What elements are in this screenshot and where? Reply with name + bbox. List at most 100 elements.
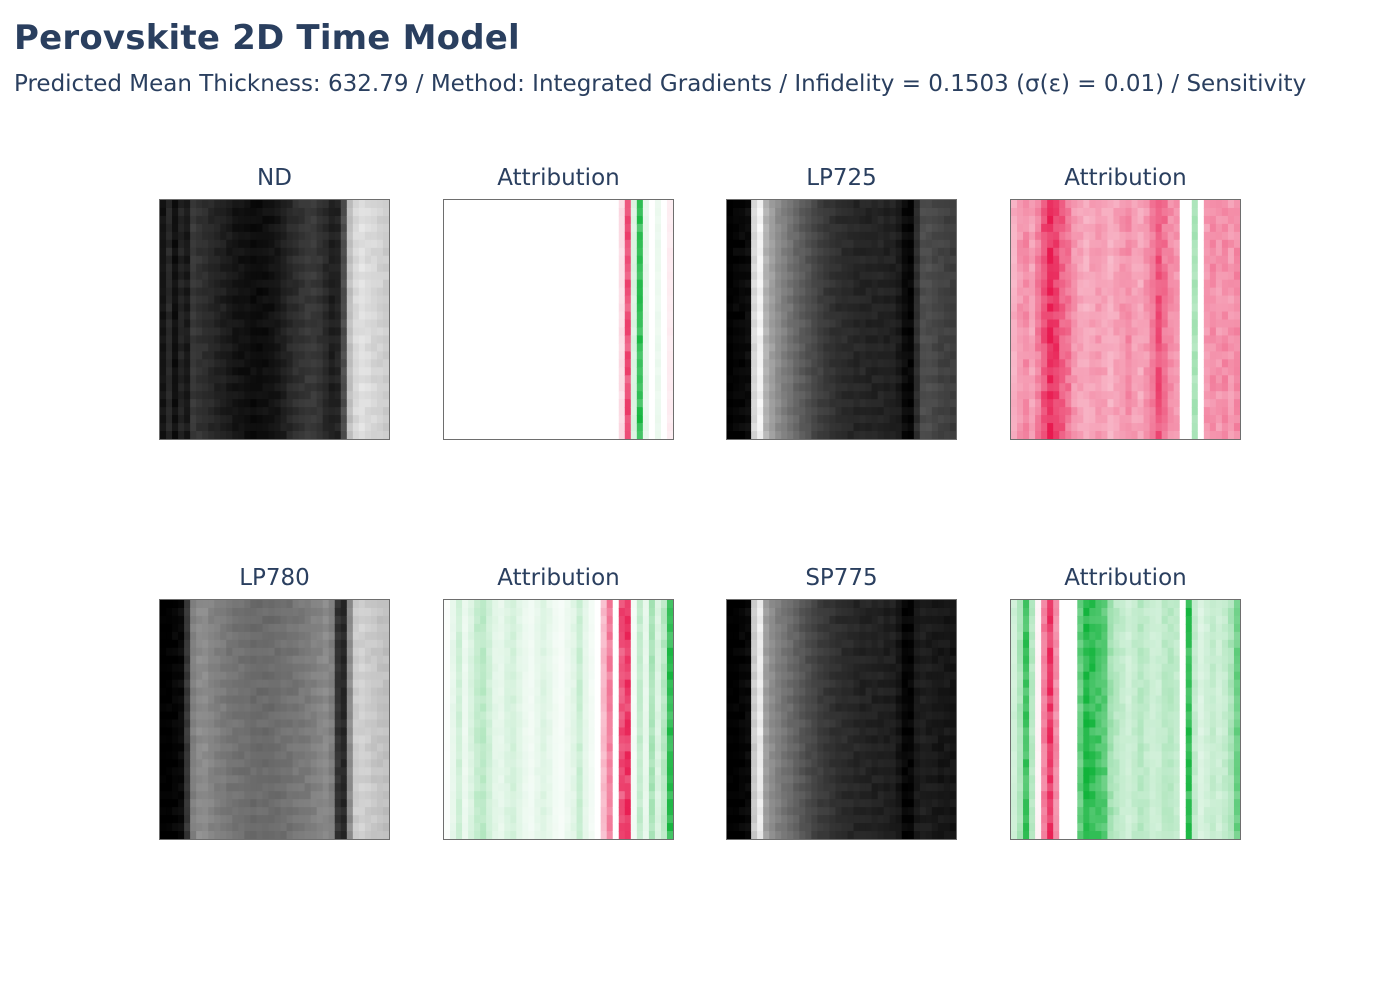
- heatmap-cell: [1167, 327, 1175, 337]
- heatmap-cell: [1107, 335, 1115, 344]
- heatmap-cell: [612, 279, 620, 289]
- heatmap-cell: [352, 423, 360, 432]
- heatmap-cell: [1167, 279, 1175, 289]
- heatmap-cell: [184, 815, 191, 824]
- heatmap-cell: [751, 287, 758, 297]
- heatmap-cell: [1119, 303, 1127, 313]
- heatmap-cell: [310, 311, 318, 321]
- heatmap-cell: [1065, 287, 1072, 297]
- heatmap-cell: [310, 343, 318, 352]
- heatmap-cell: [450, 231, 457, 241]
- heatmap-cell: [817, 367, 825, 376]
- heatmap-cell: [232, 655, 239, 665]
- heatmap-cell: [1083, 383, 1090, 392]
- heatmap-cell: [1161, 255, 1169, 265]
- heatmap-cell: [274, 431, 282, 439]
- heatmap-cell: [594, 295, 602, 305]
- heatmap-cell: [238, 815, 245, 824]
- heatmap-cell: [444, 383, 451, 392]
- heatmap-cell: [274, 311, 282, 321]
- heatmap-cell: [1137, 247, 1145, 257]
- heatmap-cell: [853, 287, 861, 297]
- heatmap-cell: [1125, 319, 1133, 329]
- heatmap-cell: [444, 239, 451, 249]
- heatmap-cell: [540, 207, 548, 217]
- heatmap-cell: [925, 351, 933, 360]
- heatmap-cell: [352, 215, 360, 225]
- heatmap-cell: [166, 735, 173, 744]
- heatmap-cell: [238, 319, 245, 329]
- heatmap-cell: [184, 791, 191, 800]
- heatmap-cell: [1149, 223, 1157, 233]
- heatmap-cell: [376, 391, 384, 400]
- heatmap-cell: [594, 319, 602, 329]
- heatmap-cell: [232, 671, 239, 681]
- heatmap-cell: [160, 351, 167, 360]
- heatmap-cell: [172, 311, 179, 321]
- heatmap-cell: [358, 255, 366, 265]
- heatmap-cell: [1059, 207, 1066, 217]
- heatmap-cell: [1107, 311, 1115, 321]
- heatmap-cell: [781, 327, 788, 337]
- heatmap-cell: [190, 607, 197, 617]
- heatmap-cell: [1203, 415, 1211, 424]
- heatmap-cell: [751, 367, 758, 376]
- heatmap-cell: [166, 207, 173, 217]
- heatmap-cell: [618, 207, 626, 217]
- heatmap-cell: [208, 600, 215, 609]
- heatmap-cell: [745, 359, 752, 368]
- heatmap-cell: [648, 279, 656, 289]
- heatmap-cell: [877, 247, 885, 257]
- heatmap-cell: [328, 295, 336, 305]
- heatmap-cell: [286, 295, 294, 305]
- heatmap-cell: [594, 391, 602, 400]
- heatmap-cell: [510, 303, 517, 313]
- heatmap-cell: [250, 431, 258, 439]
- heatmap-cell: [298, 271, 306, 281]
- heatmap-cell: [286, 231, 294, 241]
- heatmap-cell: [178, 287, 185, 297]
- heatmap-cell: [346, 319, 354, 329]
- heatmap-cell: [877, 351, 885, 360]
- heatmap-cell: [316, 200, 324, 209]
- heatmap-cell: [358, 231, 366, 241]
- heatmap-cell: [582, 319, 590, 329]
- heatmap-cell: [1125, 263, 1133, 273]
- heatmap-cell: [1011, 415, 1018, 424]
- heatmap-cell: [654, 215, 662, 225]
- heatmap-cell: [328, 287, 336, 297]
- heatmap-cell: [226, 303, 233, 313]
- heatmap-cell: [648, 231, 656, 241]
- heatmap-cell: [486, 247, 493, 257]
- heatmap-cell: [570, 367, 578, 376]
- heatmap-cell: [546, 279, 554, 289]
- heatmap-cell: [238, 727, 245, 737]
- heatmap-cell: [648, 311, 656, 321]
- heatmap-cell: [1113, 415, 1121, 424]
- heatmap-cell: [220, 767, 227, 776]
- heatmap-cell: [1023, 303, 1030, 313]
- heatmap-cell: [1035, 271, 1042, 281]
- heatmap-cell: [570, 247, 578, 257]
- heatmap-cell: [244, 359, 251, 368]
- heatmap-cell: [316, 207, 324, 217]
- heatmap-cell: [835, 295, 843, 305]
- heatmap-cell: [733, 399, 740, 408]
- heatmap-cell: [1071, 367, 1078, 376]
- heatmap-cell: [214, 639, 221, 649]
- heatmap-cell: [787, 375, 794, 384]
- heatmap-cell: [534, 383, 542, 392]
- heatmap-cell: [889, 407, 897, 416]
- heatmap-cell: [1023, 423, 1030, 432]
- heatmap-cell: [486, 223, 493, 233]
- heatmap-cell: [1131, 359, 1139, 368]
- heatmap-cell: [358, 383, 366, 392]
- heatmap-cell: [1137, 295, 1145, 305]
- heatmap-cell: [274, 375, 282, 384]
- heatmap-cell: [208, 200, 215, 209]
- heatmap-cell: [1029, 207, 1036, 217]
- heatmap-cell: [1203, 423, 1211, 432]
- heatmap-cell: [1155, 247, 1163, 257]
- heatmap-cell: [1191, 415, 1199, 424]
- heatmap-cell: [811, 343, 818, 352]
